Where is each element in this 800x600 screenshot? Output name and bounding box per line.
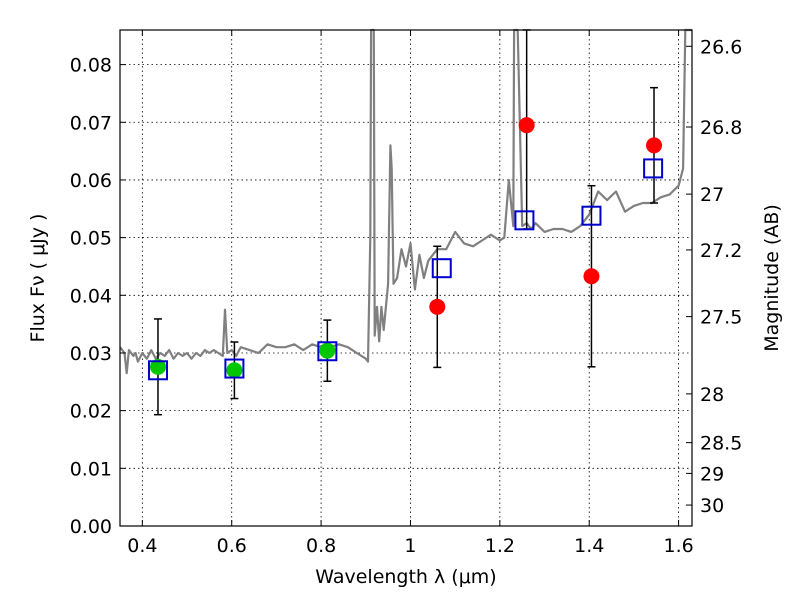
y2-tick-label: 27 (700, 184, 724, 206)
x-tick-label: 0.4 (127, 535, 157, 557)
x-axis-title: Wavelength λ (μm) (315, 566, 496, 588)
y-tick-label: 0.05 (70, 228, 112, 250)
x-tick-label: 1.6 (663, 535, 693, 557)
x-tick-label: 1.2 (485, 535, 515, 557)
model-photometry-point (643, 158, 664, 179)
x-tick-label: 1 (404, 535, 416, 557)
model-photometry-point (317, 341, 338, 362)
y2-tick-label: 30 (700, 495, 724, 517)
y-axis-title: Flux Fν ( μJy ) (27, 214, 49, 343)
y2-tick-label: 29 (700, 463, 724, 485)
y2-tick-label: 27.2 (700, 240, 742, 262)
model-photometry-point (147, 360, 168, 381)
y2-tick-label: 26.6 (700, 36, 742, 58)
x-tick-label: 0.6 (217, 535, 247, 557)
observed-optical-point (226, 362, 243, 379)
y2-tick-label: 28 (700, 384, 724, 406)
y-tick-label: 0.07 (70, 112, 112, 134)
x-tick-label: 1.4 (574, 535, 604, 557)
model-sed-line (119, 28, 692, 375)
y-tick-label: 0.01 (70, 458, 112, 480)
y2-axis-title: Magnitude (AB) (761, 204, 783, 352)
observed-nir-point (429, 298, 446, 315)
x-tick-label: 0.8 (306, 535, 336, 557)
observed-optical-point (319, 342, 336, 359)
grid-lines (120, 30, 692, 526)
y2-tick-label: 28.5 (700, 433, 742, 455)
plot-frame (119, 29, 693, 527)
model-photometry-point (581, 205, 602, 226)
y-tick-label: 0.00 (70, 516, 112, 538)
data-points (147, 29, 664, 416)
model-photometry-point (431, 258, 452, 279)
axis-ticks: 0.4 0.6 0.8 1 1.2 1.4 1.6 0.00 0.01 0.02 0.03 0.04 0… (70, 30, 742, 557)
model-photometry-point (224, 358, 245, 379)
y-tick-label: 0.04 (70, 285, 112, 307)
observed-optical-point (149, 358, 166, 375)
observed-nir-point (583, 268, 600, 285)
y2-tick-label: 27.5 (700, 307, 742, 329)
y2-tick-label: 26.8 (700, 117, 742, 139)
y-tick-label: 0.06 (70, 170, 112, 192)
observed-nir-point (518, 117, 535, 134)
model-photometry-point (514, 210, 535, 231)
observed-nir-point (646, 137, 663, 154)
y-tick-label: 0.03 (70, 343, 112, 365)
y-tick-label: 0.02 (70, 401, 112, 423)
y-tick-label: 0.08 (70, 55, 112, 77)
